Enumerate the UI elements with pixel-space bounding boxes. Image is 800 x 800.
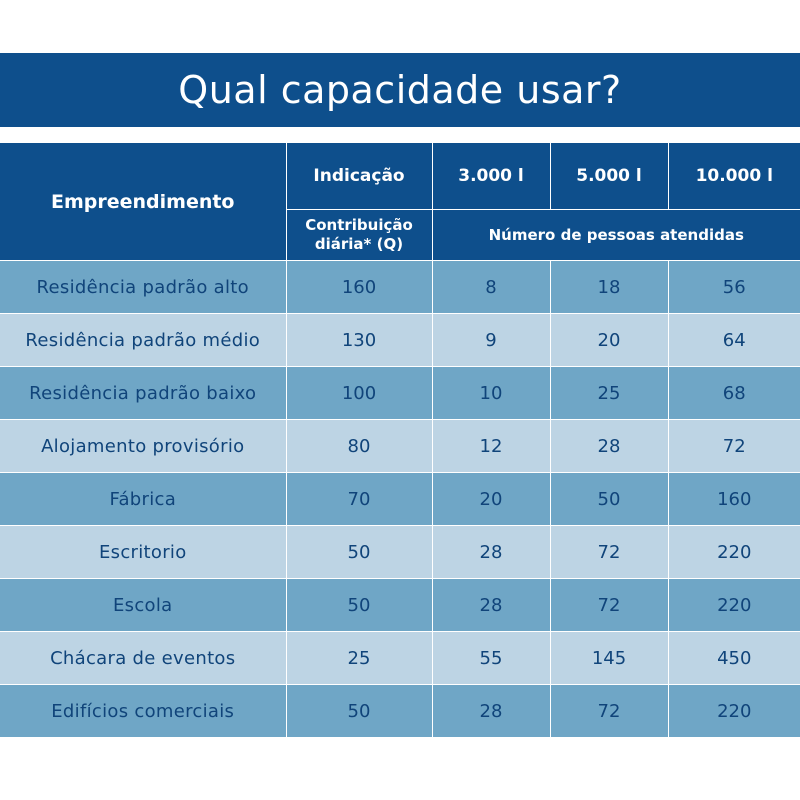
- header-capacity-10000: 10.000 l: [668, 143, 800, 210]
- table-row: Residência padrão baixo 100 10 25 68: [0, 366, 800, 420]
- cell-empreendimento: Residência padrão médio: [0, 313, 287, 367]
- cell-pessoas-3000: 12: [432, 419, 551, 473]
- header-numero-pessoas: Número de pessoas atendidas: [432, 209, 800, 261]
- cell-contribuicao: 50: [286, 525, 433, 579]
- cell-pessoas-10000: 72: [668, 419, 800, 473]
- header-contribuicao-line2: diária* (Q): [314, 235, 404, 253]
- cell-pessoas-3000: 28: [432, 578, 551, 632]
- header-capacity-5000: 5.000 l: [550, 143, 669, 210]
- cell-empreendimento: Escola: [0, 578, 287, 632]
- cell-empreendimento: Residência padrão alto: [0, 260, 287, 314]
- page-title: Qual capacidade usar?: [0, 53, 800, 127]
- cell-pessoas-10000: 220: [668, 578, 800, 632]
- cell-contribuicao: 50: [286, 684, 433, 738]
- cell-pessoas-5000: 50: [550, 472, 669, 526]
- header-capacity-3000: 3.000 l: [432, 143, 551, 210]
- table-row: Chácara de eventos 25 55 145 450: [0, 631, 800, 685]
- cell-pessoas-3000: 9: [432, 313, 551, 367]
- cell-empreendimento: Chácara de eventos: [0, 631, 287, 685]
- cell-pessoas-5000: 25: [550, 366, 669, 420]
- table-row: Escritorio 50 28 72 220: [0, 525, 800, 579]
- cell-pessoas-5000: 72: [550, 525, 669, 579]
- cell-pessoas-10000: 220: [668, 684, 800, 738]
- cell-empreendimento: Fábrica: [0, 472, 287, 526]
- cell-empreendimento: Edifícios comerciais: [0, 684, 287, 738]
- table-row: Fábrica 70 20 50 160: [0, 472, 800, 526]
- table-row: Edifícios comerciais 50 28 72 220: [0, 684, 800, 738]
- cell-contribuicao: 160: [286, 260, 433, 314]
- cell-pessoas-10000: 64: [668, 313, 800, 367]
- cell-pessoas-3000: 8: [432, 260, 551, 314]
- cell-contribuicao: 50: [286, 578, 433, 632]
- cell-pessoas-10000: 68: [668, 366, 800, 420]
- cell-contribuicao: 80: [286, 419, 433, 473]
- cell-pessoas-10000: 450: [668, 631, 800, 685]
- cell-pessoas-3000: 28: [432, 525, 551, 579]
- header-indicacao: Indicação: [286, 143, 433, 210]
- cell-pessoas-3000: 28: [432, 684, 551, 738]
- cell-empreendimento: Alojamento provisório: [0, 419, 287, 473]
- cell-pessoas-10000: 56: [668, 260, 800, 314]
- cell-pessoas-5000: 20: [550, 313, 669, 367]
- cell-contribuicao: 25: [286, 631, 433, 685]
- table-body: Residência padrão alto 160 8 18 56 Residência…: [0, 260, 800, 738]
- cell-pessoas-3000: 55: [432, 631, 551, 685]
- header-empreendimento: Empreendimento: [0, 143, 287, 261]
- cell-pessoas-5000: 145: [550, 631, 669, 685]
- cell-pessoas-10000: 220: [668, 525, 800, 579]
- cell-contribuicao: 70: [286, 472, 433, 526]
- cell-empreendimento: Escritorio: [0, 525, 287, 579]
- cell-pessoas-10000: 160: [668, 472, 800, 526]
- table-row: Alojamento provisório 80 12 28 72: [0, 419, 800, 473]
- header-contribuicao: Contribuição diária* (Q): [286, 209, 433, 261]
- capacity-table: Empreendimento Indicação 3.000 l 5.000 l…: [0, 143, 800, 738]
- table-row: Residência padrão alto 160 8 18 56: [0, 260, 800, 314]
- cell-pessoas-5000: 72: [550, 684, 669, 738]
- cell-contribuicao: 100: [286, 366, 433, 420]
- header-contribuicao-line1: Contribuição: [305, 216, 413, 234]
- cell-contribuicao: 130: [286, 313, 433, 367]
- cell-pessoas-3000: 20: [432, 472, 551, 526]
- cell-pessoas-3000: 10: [432, 366, 551, 420]
- table-row: Residência padrão médio 130 9 20 64: [0, 313, 800, 367]
- cell-pessoas-5000: 28: [550, 419, 669, 473]
- cell-pessoas-5000: 72: [550, 578, 669, 632]
- cell-pessoas-5000: 18: [550, 260, 669, 314]
- table-row: Escola 50 28 72 220: [0, 578, 800, 632]
- cell-empreendimento: Residência padrão baixo: [0, 366, 287, 420]
